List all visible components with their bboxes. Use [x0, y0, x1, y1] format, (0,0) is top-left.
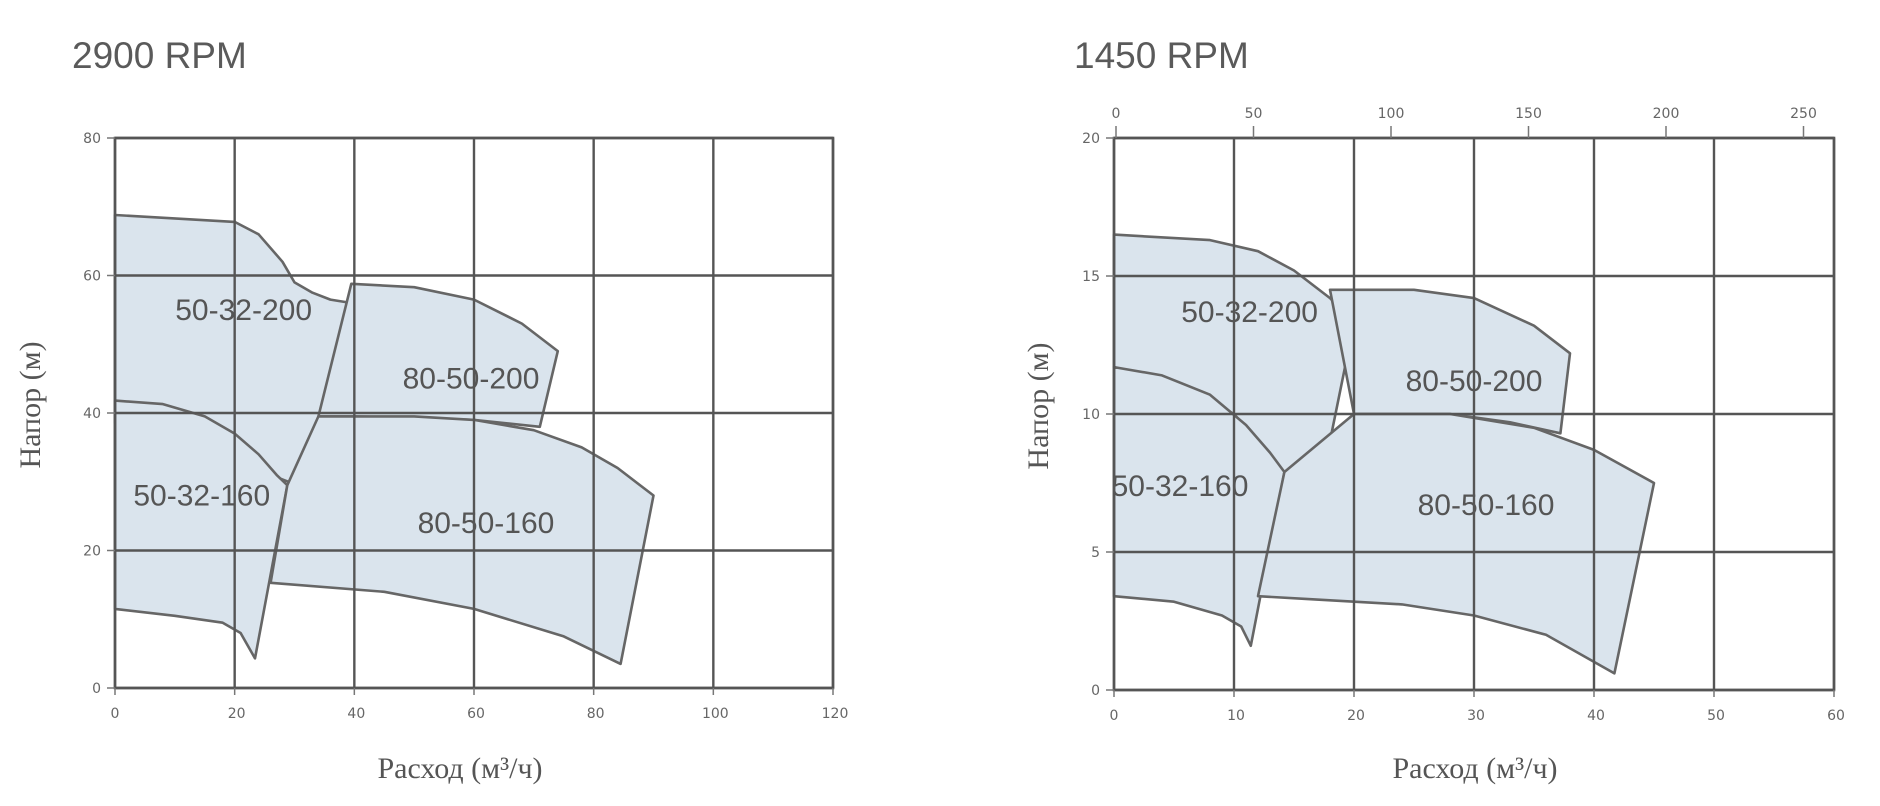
y-axis-label: Напор (м): [1022, 342, 1055, 469]
x-tick-label: 0: [111, 706, 120, 722]
x-tick-label: 60: [1827, 708, 1845, 724]
x-tick-label: 60: [467, 706, 485, 722]
y-axis-label: Напор (м): [14, 341, 47, 468]
y-tick-label: 5: [1091, 545, 1100, 561]
x-tick-label: 40: [1587, 708, 1605, 724]
x-tick-label: 120: [822, 706, 849, 722]
x-tick-label: 40: [347, 706, 365, 722]
pump-label-50-32-160: 50-32-160: [133, 480, 270, 513]
y-tick-label: 20: [1082, 131, 1100, 147]
chart-title: 2900 RPM: [72, 35, 247, 76]
pump-label-80-50-200: 80-50-200: [403, 363, 540, 396]
pump-label-80-50-160: 80-50-160: [1418, 489, 1555, 522]
y-tick-label: 20: [83, 544, 101, 560]
chart-title: 1450 RPM: [1074, 35, 1249, 76]
pump-region-80-50-160: [1256, 412, 1656, 675]
pump-label-50-32-160: 50-32-160: [1112, 470, 1249, 503]
pump-label-80-50-200: 80-50-200: [1406, 365, 1543, 398]
x-tick-label: 100: [702, 706, 729, 722]
x-tick-label: 20: [1347, 708, 1365, 724]
x-axis-label: Расход (м³/ч): [1392, 752, 1557, 785]
y-tick-label: 40: [83, 406, 101, 422]
pump-region-80-50-200: [1328, 288, 1572, 435]
pump-label-50-32-200: 50-32-200: [1181, 296, 1318, 329]
x-tick-label: 30: [1467, 708, 1485, 724]
x-tick-label: 10: [1227, 708, 1245, 724]
chart-0: 2900 RPM 0 20 40 60 80 100 120 0 20 40 60 80 50-32-20…: [14, 35, 848, 785]
pump-label-50-32-200: 50-32-200: [175, 294, 312, 327]
x2-tick-label: 150: [1515, 106, 1542, 122]
y-tick-label: 0: [92, 681, 101, 697]
y-tick-label: 80: [83, 131, 101, 147]
x-tick-label: 80: [587, 706, 605, 722]
x2-tick-label: 200: [1653, 106, 1680, 122]
x2-tick-label: 250: [1790, 106, 1817, 122]
x2-tick-label: 50: [1245, 106, 1263, 122]
pump-label-80-50-160: 80-50-160: [418, 507, 555, 540]
y-tick-label: 10: [1082, 407, 1100, 423]
x2-tick-label: 100: [1378, 106, 1405, 122]
pump-region-80-50-160: [269, 415, 655, 666]
x-tick-label: 0: [1110, 708, 1119, 724]
x-tick-label: 50: [1707, 708, 1725, 724]
y-tick-label: 0: [1091, 683, 1100, 699]
y-tick-label: 15: [1082, 269, 1100, 285]
y-tick-label: 60: [83, 269, 101, 285]
x-axis-label: Расход (м³/ч): [377, 752, 542, 785]
x-tick-label: 20: [228, 706, 246, 722]
x2-tick-label: 0: [1112, 106, 1121, 122]
